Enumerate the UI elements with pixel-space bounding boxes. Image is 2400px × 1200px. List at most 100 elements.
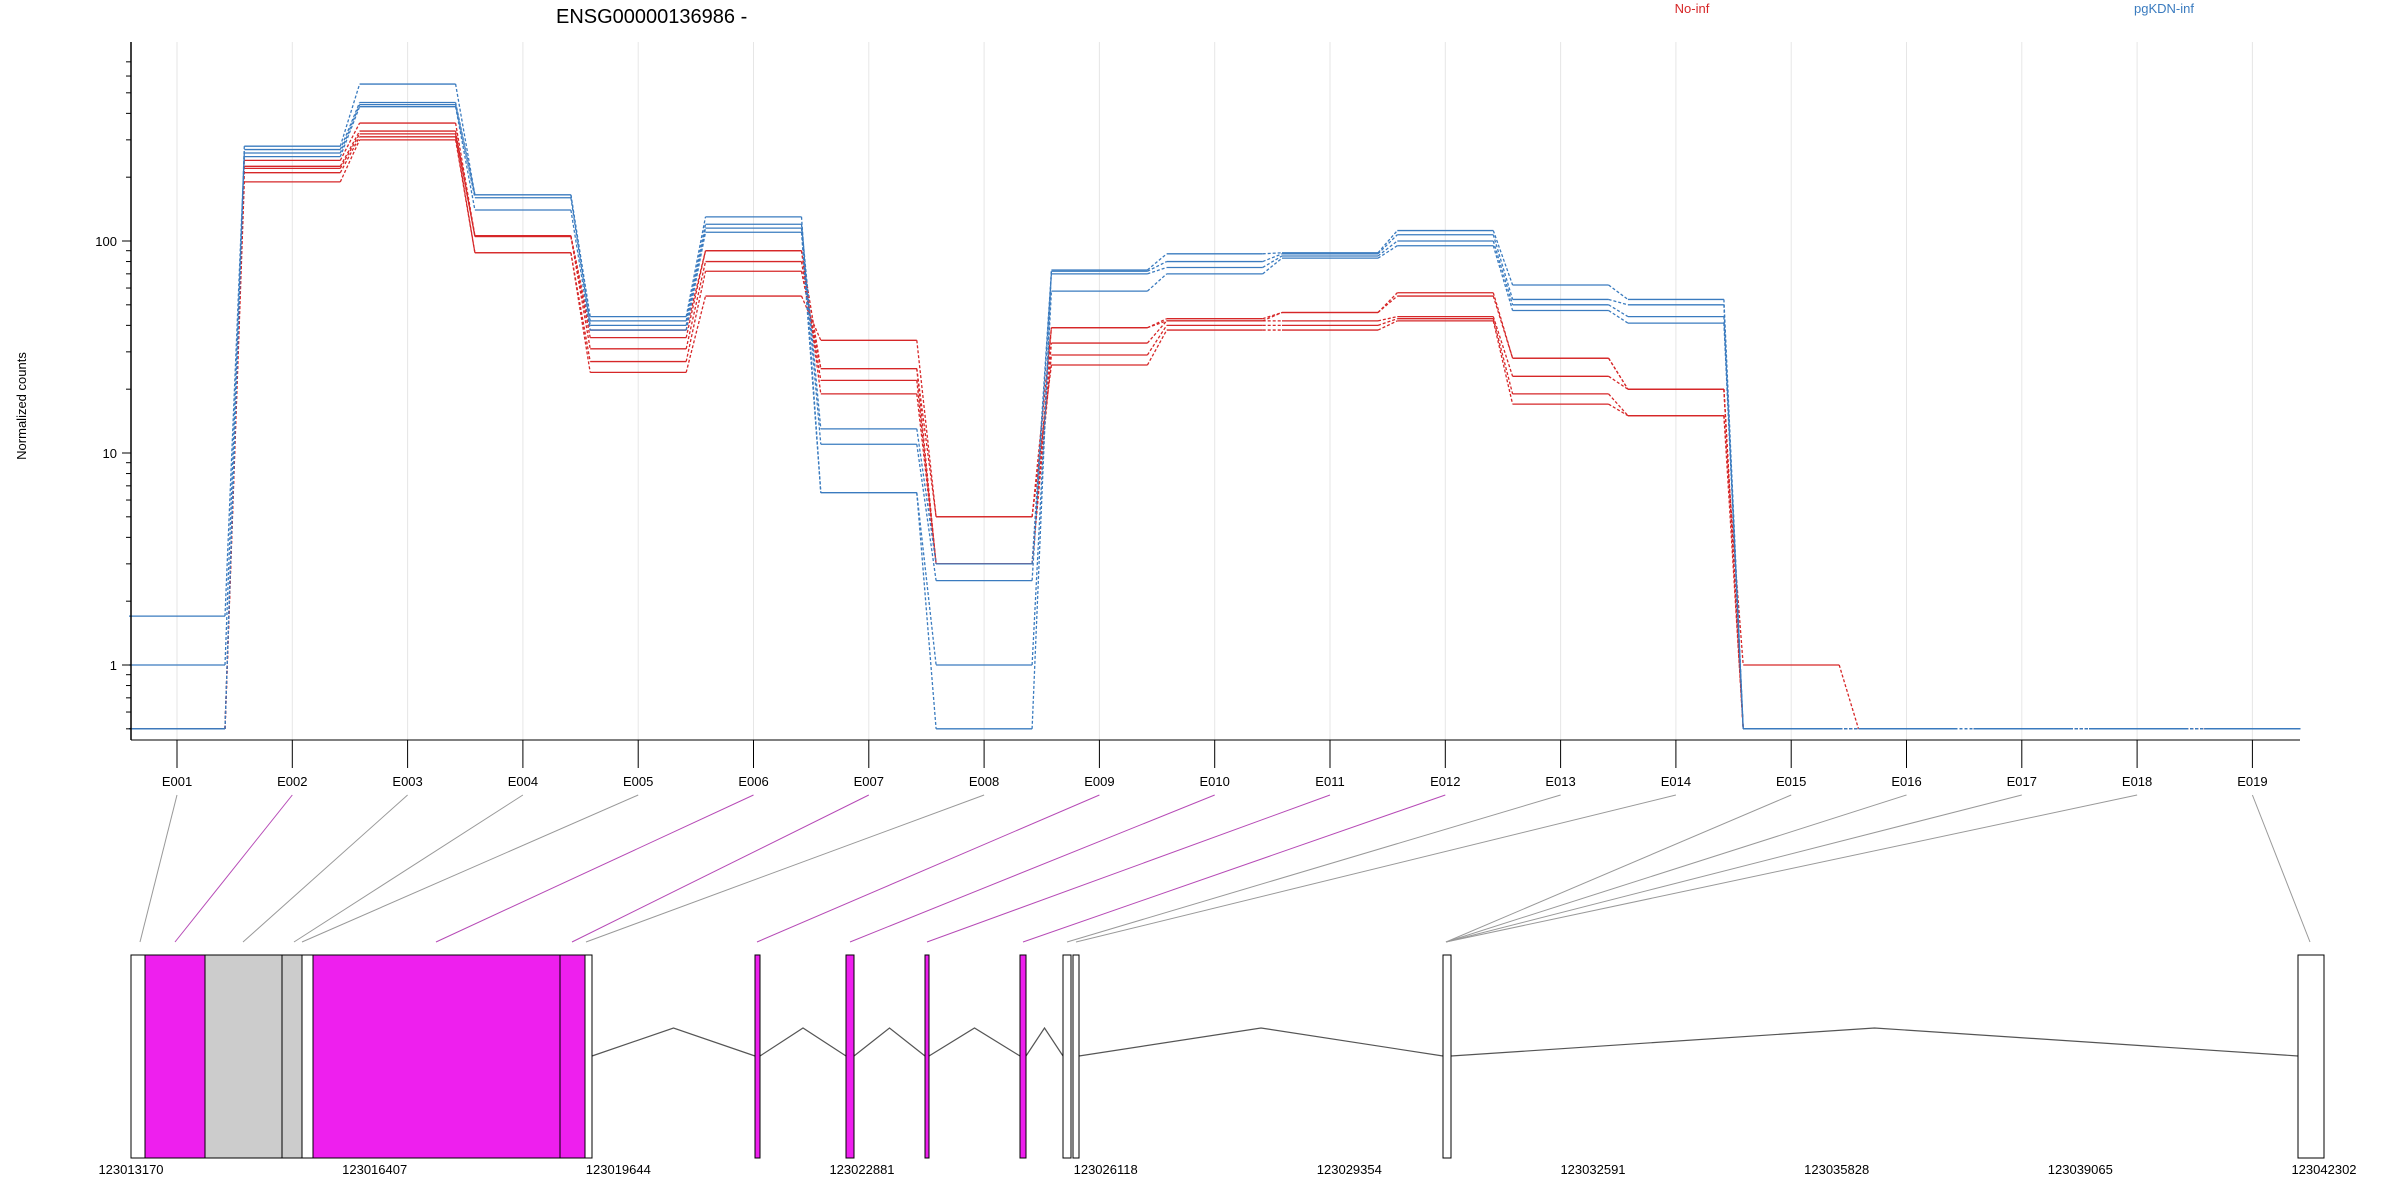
- series-connector: [1377, 320, 1398, 331]
- exon-block: [312, 954, 561, 1159]
- series-connector: [1146, 329, 1168, 366]
- series-connector: [1377, 230, 1398, 254]
- coordinate-label: 123035828: [1804, 1162, 1869, 1177]
- exon-block: [130, 954, 146, 1159]
- series-connector: [916, 428, 937, 564]
- exon-connector: [571, 794, 870, 943]
- series-connector: [916, 380, 937, 564]
- series-connector: [800, 295, 822, 341]
- series-connector: [1262, 252, 1283, 255]
- coordinate-label: 123029354: [1317, 1162, 1382, 1177]
- series-connector: [1147, 260, 1167, 272]
- gene-model: [130, 954, 2325, 1159]
- exon-tick-label: E004: [508, 774, 538, 789]
- series-connector: [454, 136, 476, 253]
- series-connector: [1146, 253, 1168, 271]
- series-connector: [1608, 284, 1629, 300]
- series-connector: [1147, 318, 1167, 329]
- exon-connector: [301, 794, 639, 943]
- coordinate-label: 123026118: [1074, 1162, 1138, 1177]
- exon-tick-label: E015: [1776, 774, 1806, 789]
- series-connector: [685, 216, 707, 317]
- series-connector: [1262, 311, 1283, 320]
- exon-tick-label: E017: [2007, 774, 2037, 789]
- series-connector: [800, 216, 822, 493]
- series-connector: [570, 236, 591, 338]
- exon-tick-label: E011: [1315, 774, 1344, 789]
- exon-block: [2297, 954, 2325, 1159]
- exon-connector: [926, 794, 1331, 943]
- series-connector: [916, 393, 937, 564]
- series-connector: [339, 136, 361, 173]
- exon-connector: [756, 794, 1100, 943]
- exon-block: [1442, 954, 1452, 1159]
- exon-connector: [1066, 794, 1561, 943]
- series-connector: [339, 106, 361, 157]
- exon-block: [281, 954, 303, 1159]
- series-connector: [570, 252, 591, 362]
- exon-block: [559, 954, 586, 1159]
- exon-connector: [293, 794, 524, 943]
- y-ticks: 1 10 100: [95, 61, 131, 730]
- series-connector: [1608, 393, 1629, 417]
- series-connector: [1377, 245, 1398, 259]
- legend-pgkdn-inf: pgKDN-inf: [2134, 1, 2194, 16]
- series-connector: [1377, 292, 1398, 313]
- exon-block: [845, 954, 855, 1159]
- exon-connector: [849, 794, 1215, 943]
- series-connector: [339, 139, 361, 183]
- coordinate-label: 123032591: [1560, 1162, 1625, 1177]
- series-connector: [800, 224, 822, 429]
- series-connector: [1492, 292, 1514, 359]
- exon-block: [924, 954, 930, 1159]
- series-connector: [1377, 234, 1398, 255]
- exon-tick-label: E012: [1430, 774, 1460, 789]
- series-connector: [1377, 315, 1398, 322]
- axes: [130, 42, 2300, 741]
- series-connector: [916, 492, 937, 729]
- series-connector: [570, 209, 591, 331]
- series-connector: [1147, 320, 1167, 329]
- coordinate-label: 123042302: [2291, 1162, 2356, 1177]
- series-connector: [1608, 357, 1629, 390]
- series-connector: [1723, 415, 1744, 666]
- series-connector: [1262, 255, 1283, 269]
- exon-block: [754, 954, 761, 1159]
- exon-tick-label: E003: [392, 774, 422, 789]
- series-connector: [1723, 323, 1744, 729]
- exon-connector: [435, 794, 754, 943]
- series-connector: [339, 83, 361, 147]
- coordinate-label: 123039065: [2048, 1162, 2113, 1177]
- coordinate-label: 123022881: [829, 1162, 894, 1177]
- y-tick-label: 10: [103, 446, 117, 461]
- series-connector: [1146, 325, 1168, 356]
- series-connector: [570, 236, 591, 349]
- series-connector: [1262, 253, 1283, 263]
- series-pgkdn-inf: [129, 106, 2301, 730]
- exon-tick-label: E008: [969, 774, 999, 789]
- legend-no-inf: No-inf: [1675, 1, 1710, 16]
- series-connector: [685, 271, 707, 362]
- series-connector: [1608, 375, 1629, 390]
- series-connector: [1723, 316, 1744, 729]
- series-connector: [916, 444, 937, 581]
- exon-connector: [1445, 794, 2138, 943]
- intron-line: [591, 1027, 756, 1057]
- series-connector: [1492, 234, 1514, 300]
- series-connector: [1723, 415, 1744, 729]
- exon-tick-label: E005: [623, 774, 653, 789]
- exon-connector: [585, 794, 985, 943]
- series-connector: [1723, 299, 1744, 729]
- series-connector: [800, 250, 822, 394]
- series-connector: [1723, 389, 1744, 729]
- exon-connector: [2251, 794, 2311, 943]
- exon-tick-label: E007: [854, 774, 884, 789]
- series-connector: [685, 250, 707, 338]
- intron-line: [1450, 1027, 2299, 1057]
- exon-connector: [1022, 794, 1446, 943]
- exon-tick-label: E001: [162, 774, 192, 789]
- exon-block: [1072, 954, 1080, 1159]
- series-connector: [1492, 320, 1514, 405]
- exon-tick-label: E014: [1661, 774, 1691, 789]
